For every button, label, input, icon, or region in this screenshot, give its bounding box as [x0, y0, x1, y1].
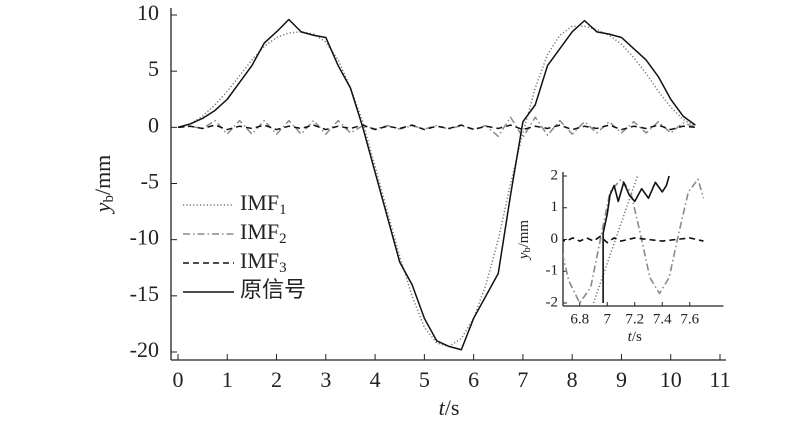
y-tick-label: -5 [141, 169, 159, 194]
x-axis-label: t/s [628, 329, 642, 345]
label-part: /s [445, 395, 460, 420]
label-part: /mm [90, 155, 115, 195]
x-tick-label: 6.8 [570, 311, 589, 327]
x-tick-label: 1 [222, 367, 233, 392]
label-part: t [439, 395, 446, 420]
x-tick-label: 10 [660, 367, 682, 392]
series-line [177, 18, 696, 351]
y-tick-label: 2 [551, 167, 559, 183]
x-tick-label: 7.4 [653, 311, 672, 327]
x-tick-label: 5 [419, 367, 430, 392]
x-tick-label: 4 [370, 367, 381, 392]
label-part: b [522, 247, 533, 252]
x-tick-label: 7 [604, 311, 612, 327]
x-tick-label: 0 [173, 367, 184, 392]
y-tick-label: -15 [130, 281, 159, 306]
y-tick-label: 0 [551, 231, 559, 247]
y-tick-label: 0 [148, 112, 159, 137]
series-line [563, 178, 705, 304]
label-part: t [628, 329, 633, 345]
plot-area [177, 18, 696, 351]
x-tick-label: 7.6 [680, 311, 699, 327]
x-tick-label: 3 [320, 367, 331, 392]
x-tick-label: 9 [616, 367, 627, 392]
plot-area [563, 175, 705, 304]
label-part: y [516, 252, 532, 261]
y-tick-label: 1 [551, 199, 559, 215]
x-tick-label: 8 [567, 367, 578, 392]
y-tick-label: 5 [148, 56, 159, 81]
x-tick-label: 6 [468, 367, 479, 392]
x-tick-label: 2 [271, 367, 282, 392]
y-tick-label: 10 [137, 0, 159, 25]
x-tick-label: 7.2 [625, 311, 644, 327]
x-axis-label: t/s [439, 395, 460, 420]
y-tick-label: -20 [130, 337, 159, 362]
label-part: /mm [516, 220, 532, 248]
legend-label: IMF1 [240, 190, 287, 218]
label-part: /s [632, 329, 642, 345]
y-tick-label: -2 [546, 294, 559, 310]
x-tick-label: 11 [709, 367, 730, 392]
y-axis-label: yb/mm [90, 155, 117, 215]
y-tick-label: -10 [130, 225, 159, 250]
series-line [602, 175, 670, 303]
y-axis-label: yb/mm [516, 220, 533, 262]
legend-label: IMF2 [240, 219, 287, 247]
label-part: y [90, 202, 115, 214]
y-tick-label: -1 [546, 263, 559, 279]
legend-label: IMF3 [240, 248, 287, 276]
x-tick-label: 7 [517, 367, 528, 392]
series-line [177, 116, 696, 139]
label-part: b [101, 195, 117, 203]
legend-label: 原信号 [240, 277, 306, 302]
